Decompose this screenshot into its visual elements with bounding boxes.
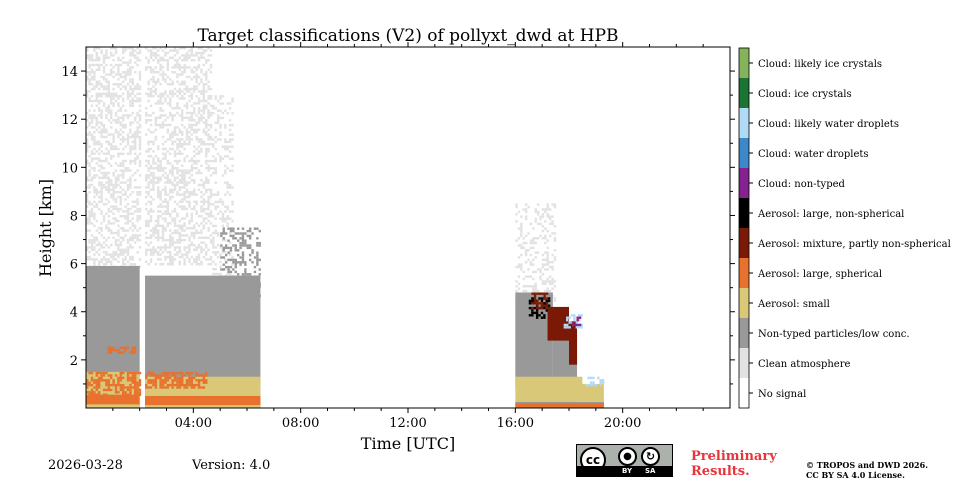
x-axis: 04:00 08:00 12:00 16:00 20:00 xyxy=(112,42,704,431)
class-region xyxy=(585,376,605,387)
colorbar-label: Aerosol: small xyxy=(757,299,830,310)
class-region xyxy=(86,404,140,408)
colorbar-swatch xyxy=(739,108,749,138)
class-region xyxy=(107,346,137,354)
colorbar-swatch xyxy=(739,78,749,108)
class-region xyxy=(569,321,578,365)
colorbar-swatch xyxy=(739,378,749,408)
date-label: 2026-03-28 xyxy=(48,458,123,473)
class-region xyxy=(220,227,261,302)
class-region xyxy=(531,292,549,310)
colorbar-swatch xyxy=(739,198,749,228)
attribution-icon: ● xyxy=(618,447,637,466)
colorbar-swatch xyxy=(739,228,749,258)
copyright-line-1: © TROPOS and DWD 2026. xyxy=(806,460,928,470)
colorbar-frame xyxy=(738,47,750,409)
copyright-note: © TROPOS and DWD 2026. CC BY SA 4.0 Lice… xyxy=(806,460,928,480)
colorbar-swatch xyxy=(739,348,749,378)
class-region xyxy=(515,203,557,302)
colorbar-label: Aerosol: mixture, partly non-spherical xyxy=(757,239,951,250)
class-region xyxy=(212,95,234,290)
by-label: BY xyxy=(622,467,633,475)
colorbar-label: Clean atmosphere xyxy=(758,359,851,370)
preliminary-note: Preliminary Results. xyxy=(691,449,777,479)
class-region xyxy=(145,47,213,266)
colorbar-label: Cloud: non-typed xyxy=(758,179,846,190)
colorbar-label: Aerosol: large, spherical xyxy=(757,269,882,280)
x-tick-label: 16:00 xyxy=(497,416,534,431)
x-axis-label: Time [UTC] xyxy=(361,434,455,453)
colorbar-label: Cloud: likely ice crystals xyxy=(758,59,882,70)
colorbar-swatch xyxy=(739,258,749,288)
y-tick-label: 4 xyxy=(70,306,78,321)
class-region xyxy=(145,405,261,408)
plot-area xyxy=(86,47,605,408)
share-alike-icon: ↻ xyxy=(641,447,660,466)
preliminary-line-1: Preliminary xyxy=(691,449,777,464)
y-tick-label: 14 xyxy=(61,65,78,80)
colorbar-swatch xyxy=(739,48,749,78)
class-region xyxy=(145,395,261,408)
y-tick-label: 8 xyxy=(70,209,78,224)
class-region xyxy=(86,371,142,396)
class-region xyxy=(515,403,604,408)
badge-bar xyxy=(577,466,672,476)
y-tick-label: 6 xyxy=(70,258,78,273)
colorbar-label: Cloud: water droplets xyxy=(758,149,869,160)
colorbar-legend: No signal Clean atmosphere Non-typed parti… xyxy=(738,47,951,409)
x-tick-label: 20:00 xyxy=(604,416,641,431)
colorbar-label: Aerosol: large, non-spherical xyxy=(757,209,904,220)
x-tick-label: 04:00 xyxy=(175,416,212,431)
colorbar-swatch xyxy=(739,318,749,348)
colorbar-label: Non-typed particles/low conc. xyxy=(758,329,910,340)
x-tick-label: 12:00 xyxy=(389,416,426,431)
y-axis-label: Height [km] xyxy=(36,179,55,277)
y-axis: 2 4 6 8 10 12 14 xyxy=(61,65,735,385)
copyright-line-2: CC BY SA 4.0 License. xyxy=(806,470,905,480)
x-tick-label: 08:00 xyxy=(282,416,319,431)
class-region xyxy=(515,376,583,404)
colorbar-swatch xyxy=(739,288,749,318)
version-label: Version: 4.0 xyxy=(192,458,271,473)
sa-label: SA xyxy=(645,467,656,475)
y-tick-label: 2 xyxy=(70,354,78,369)
colorbar-label: Cloud: likely water droplets xyxy=(758,119,899,130)
colorbar-label: No signal xyxy=(758,389,806,400)
colorbar-swatch xyxy=(739,138,749,168)
cc-license-badge: cc ● ↻ BY SA xyxy=(576,444,673,477)
y-tick-label: 10 xyxy=(61,161,78,176)
colorbar-label: Cloud: ice crystals xyxy=(758,89,852,100)
class-region xyxy=(574,383,604,402)
class-region xyxy=(145,371,208,389)
preliminary-line-2: Results. xyxy=(691,464,750,479)
class-region xyxy=(86,47,142,268)
chart-title: Target classifications (V2) of pollyxt_d… xyxy=(197,26,618,46)
class-region xyxy=(547,306,569,341)
class-region xyxy=(571,316,582,327)
y-tick-label: 12 xyxy=(61,113,78,128)
colorbar-swatch xyxy=(739,168,749,198)
